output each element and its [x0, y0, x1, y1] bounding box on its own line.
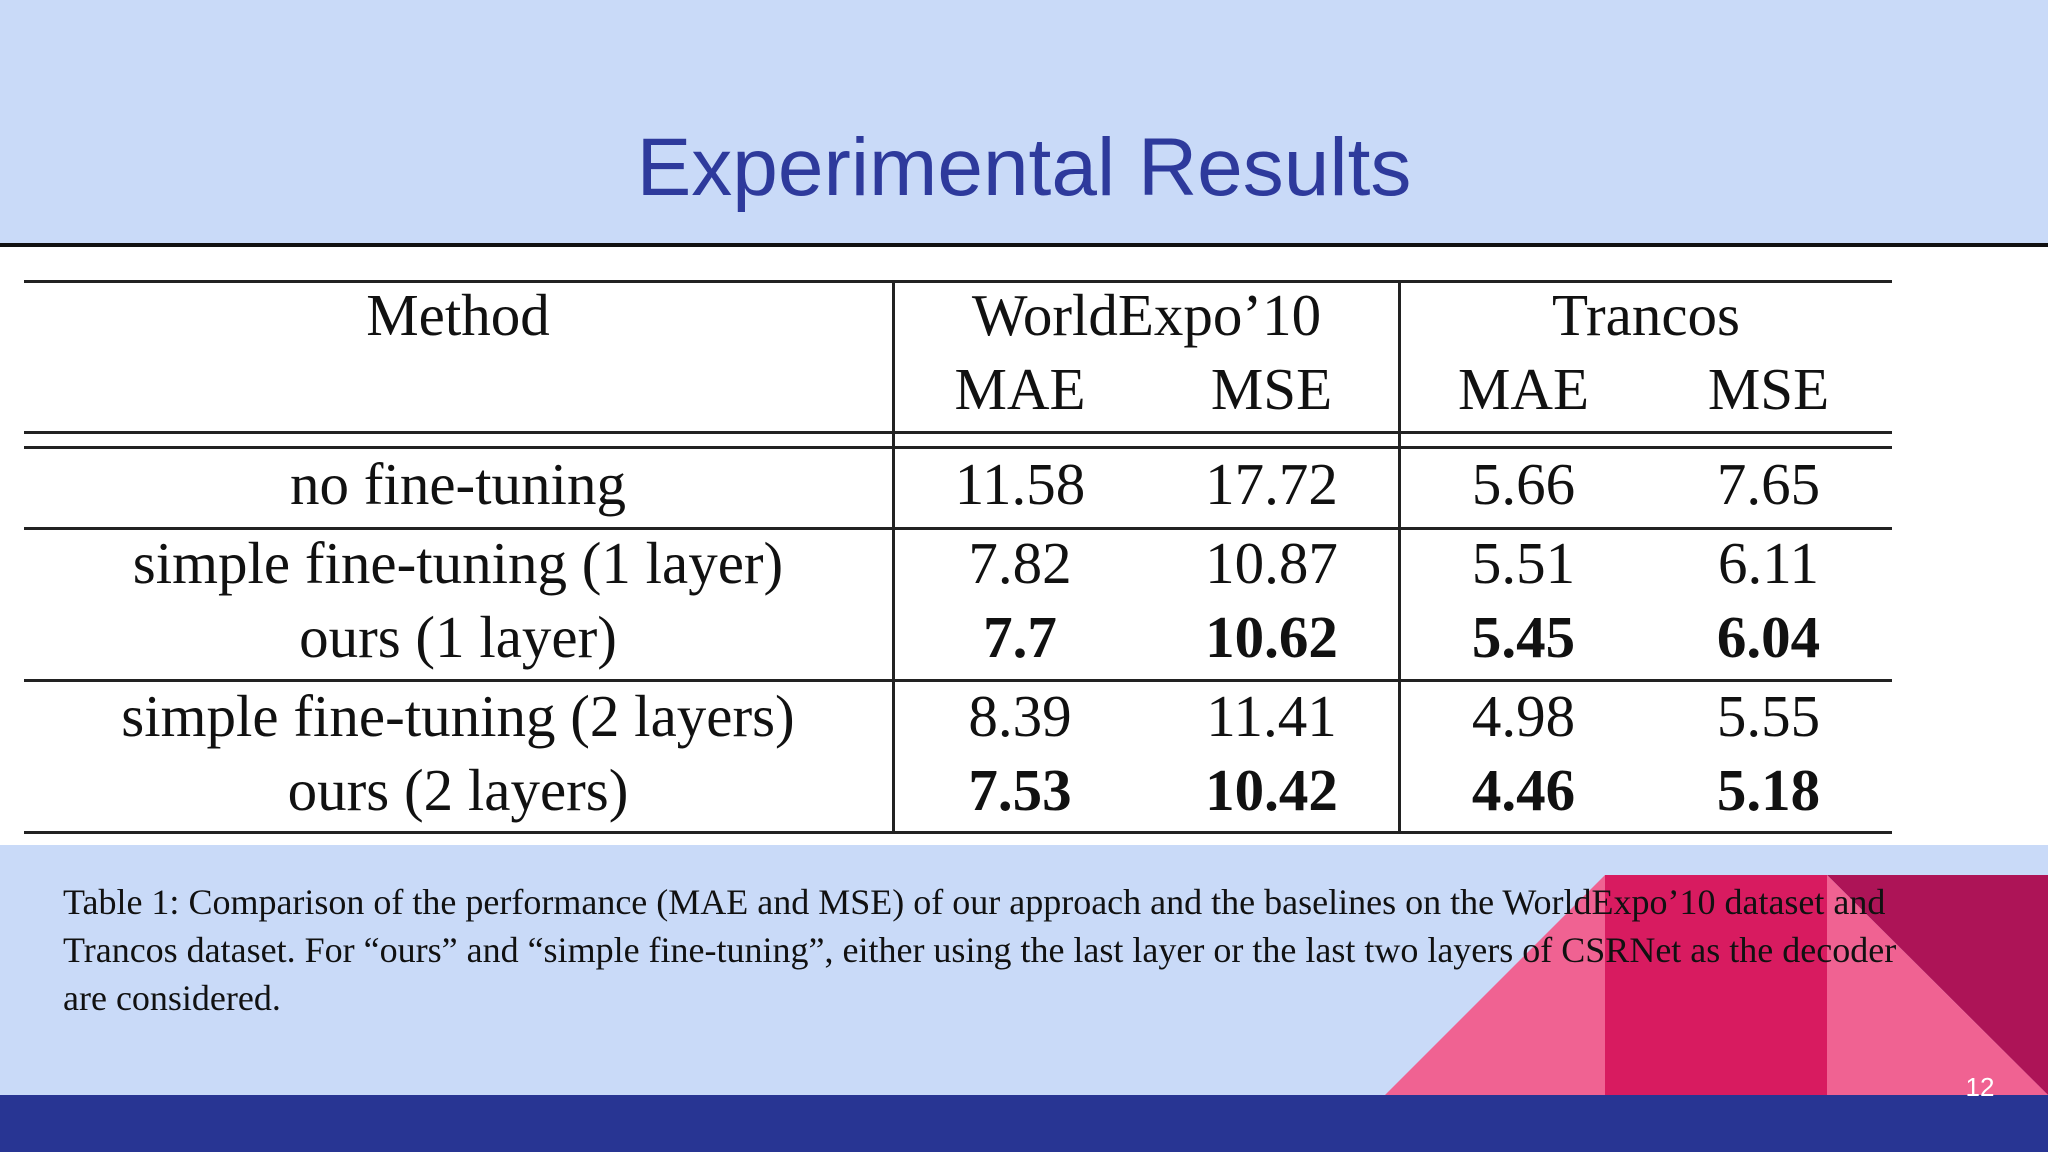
table-cell-worldexpo-mse: 10.42	[1205, 757, 1338, 823]
results-table-panel	[0, 247, 2048, 845]
table-bottom-rule	[24, 831, 1892, 834]
table-cell-method: simple fine-tuning (1 layer)	[132, 530, 784, 596]
slide-header: Experimental Results	[0, 0, 2048, 240]
table-cell-worldexpo-mse: 10.62	[1205, 604, 1338, 670]
decor-magenta-block	[1605, 875, 1827, 1095]
table-cell-trancos-mae: 5.45	[1471, 604, 1576, 670]
table-cell-trancos-mae: 5.66	[1471, 451, 1576, 517]
table-cell-trancos-mae: 5.51	[1471, 530, 1576, 596]
header-trancos-mae: MAE	[1457, 356, 1590, 422]
table-row-rule-2	[24, 679, 1892, 682]
header-worldexpo-mae: MAE	[954, 356, 1086, 422]
footer-bar	[0, 1095, 2048, 1152]
table-cell-method: ours (2 layers)	[287, 757, 629, 823]
table-cell-worldexpo-mse: 11.41	[1206, 683, 1337, 749]
table-cell-trancos-mse: 7.65	[1716, 451, 1821, 517]
table-cell-trancos-mse: 5.55	[1716, 683, 1821, 749]
slide-title: Experimental Results	[636, 122, 1412, 213]
header-divider	[0, 243, 2048, 247]
table-cell-worldexpo-mae: 11.58	[954, 451, 1086, 517]
table-header-rule-2	[24, 446, 1892, 449]
table-cell-trancos-mse: 6.04	[1716, 604, 1821, 670]
header-worldexpo-mse: MSE	[1210, 356, 1333, 422]
table-header-rule-1	[24, 431, 1892, 434]
table-cell-method: no fine-tuning	[290, 451, 626, 517]
table-cell-method: simple fine-tuning (2 layers)	[121, 683, 795, 749]
table-cell-trancos-mae: 4.98	[1471, 683, 1576, 749]
table-top-rule	[24, 280, 1892, 283]
table-cell-worldexpo-mae: 7.82	[968, 530, 1072, 596]
table-column-divider-1	[892, 280, 895, 834]
header-trancos-mse: MSE	[1707, 356, 1830, 422]
table-column-divider-2	[1398, 280, 1401, 834]
table-cell-worldexpo-mae: 8.39	[968, 683, 1072, 749]
header-worldexpo: WorldExpo’10	[971, 282, 1322, 348]
table-caption: Table 1: Comparison of the performance (…	[63, 882, 1897, 1018]
table-cell-trancos-mae: 4.46	[1471, 757, 1576, 823]
table-cell-worldexpo-mse: 17.72	[1205, 451, 1338, 517]
decor-pink-right	[1827, 875, 2048, 1095]
table-cell-worldexpo-mae: 7.53	[968, 757, 1072, 823]
table-cell-trancos-mse: 5.18	[1716, 757, 1821, 823]
table-cell-method: ours (1 layer)	[299, 604, 617, 670]
header-trancos: Trancos	[1552, 282, 1740, 348]
header-method: Method	[366, 282, 550, 348]
table-row-rule-1	[24, 527, 1892, 530]
slide-number: 12	[1965, 1072, 1995, 1102]
table-cell-trancos-mse: 6.11	[1717, 530, 1820, 596]
table-cell-worldexpo-mse: 10.87	[1205, 530, 1338, 596]
table-cell-worldexpo-mae: 7.7	[983, 604, 1057, 670]
